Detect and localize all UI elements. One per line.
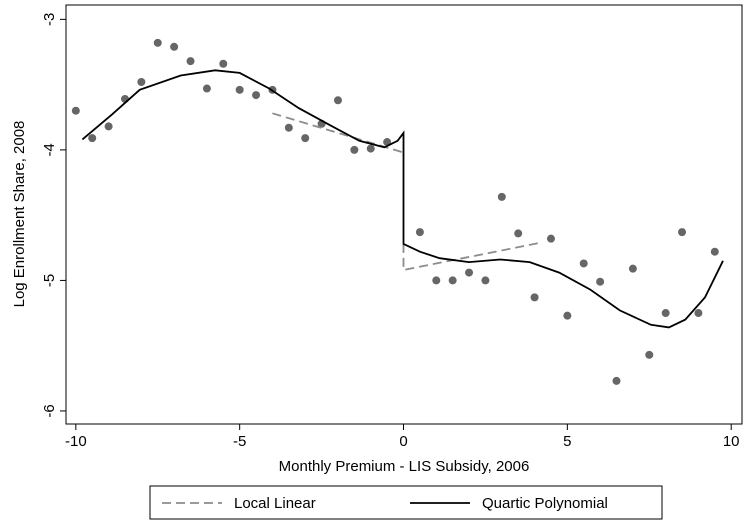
scatter-point [579, 259, 588, 268]
scatter-point [628, 264, 637, 273]
scatter-point [350, 145, 359, 154]
scatter-point [235, 85, 244, 94]
scatter-point [694, 309, 703, 318]
scatter-point [301, 134, 310, 143]
y-tick-label: -5 [41, 274, 58, 287]
scatter-point [415, 228, 424, 237]
scatter-point [546, 234, 555, 243]
scatter-point [71, 106, 80, 115]
scatter-point [448, 276, 457, 285]
scatter-point [661, 309, 670, 318]
scatter-point [481, 276, 490, 285]
scatter-point [186, 57, 195, 66]
y-tick-label: -6 [41, 404, 58, 417]
scatter-point [678, 228, 687, 237]
scatter-point [170, 42, 179, 51]
scatter-point [710, 247, 719, 256]
line-series [272, 112, 542, 272]
legend-label: Local Linear [234, 495, 316, 512]
scatter-point [563, 311, 572, 320]
y-tick-label: -3 [41, 13, 58, 26]
legend-box [149, 485, 663, 520]
scatter-point [202, 84, 211, 93]
line-series [81, 69, 724, 329]
scatter-point [465, 268, 474, 277]
scatter-point [645, 350, 654, 359]
x-tick-label: 0 [399, 433, 407, 450]
scatter-point [252, 91, 261, 100]
scatter-point [284, 123, 293, 132]
scatter-point [333, 96, 342, 105]
scatter-point [88, 134, 97, 143]
scatter-point [432, 276, 441, 285]
scatter-point [596, 277, 605, 286]
x-tick-label: 10 [723, 433, 740, 450]
x-tick-label: -10 [65, 433, 87, 450]
scatter-point [514, 229, 523, 238]
legend-label: Quartic Polynomial [482, 495, 608, 512]
scatter-point [612, 376, 621, 385]
y-axis-label: Log Enrollment Share, 2008 [11, 121, 28, 308]
scatter-point [219, 59, 228, 68]
scatter-point [104, 122, 113, 131]
scatter-point [497, 192, 506, 201]
y-tick-label: -4 [41, 143, 58, 156]
scatter-point [530, 293, 539, 302]
scatter-point [137, 78, 146, 87]
x-tick-label: -5 [233, 433, 246, 450]
x-axis-label: Monthly Premium - LIS Subsidy, 2006 [279, 458, 530, 475]
x-tick-label: 5 [563, 433, 571, 450]
scatter-point [153, 38, 162, 47]
scatter-point [366, 144, 375, 153]
